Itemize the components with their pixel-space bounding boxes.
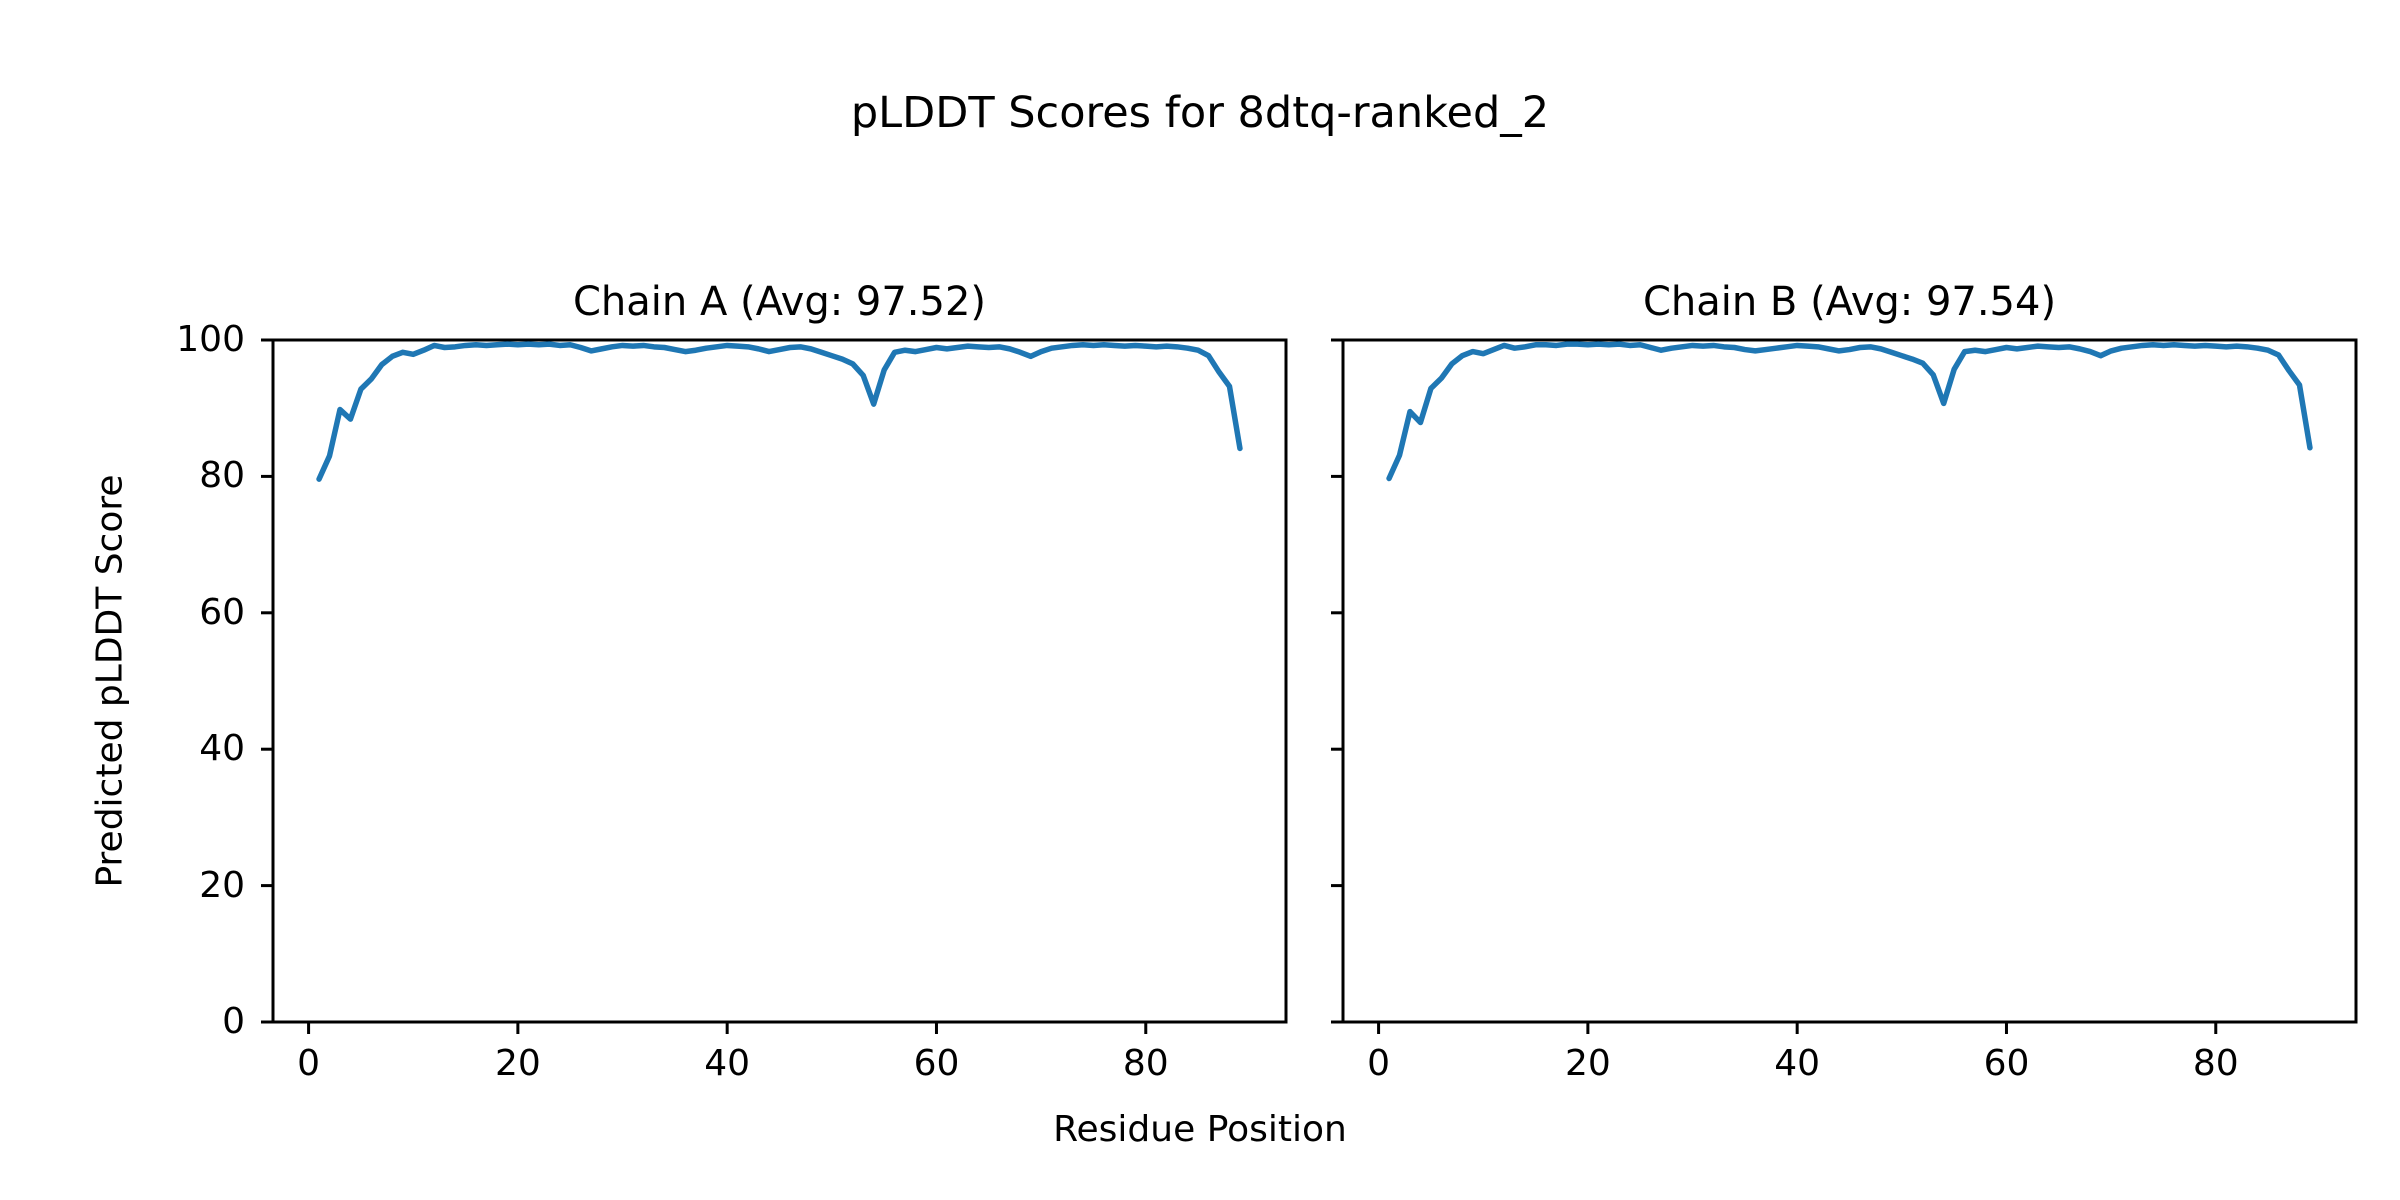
chain-b-plot-canvas (1331, 338, 2358, 1034)
y-tick-label: 40 (199, 728, 245, 770)
chain-a-plot: Chain A (Avg: 97.52) 0 20 40 60 80 0 20 40 60 80 1… (176, 279, 1288, 1084)
x-tick-label: 60 (913, 1043, 960, 1084)
x-tick-label: 80 (1122, 1043, 1169, 1084)
x-tick-label: 40 (1774, 1043, 1821, 1084)
y-axis-label: Predicted pLDDT Score (89, 474, 131, 888)
y-tick-label: 0 (222, 1001, 245, 1042)
x-axis-label: Residue Position (1053, 1109, 1347, 1150)
x-tick-label: 0 (297, 1043, 321, 1084)
plddt-line (1386, 341, 2313, 482)
plddt-line (316, 341, 1243, 482)
x-tick-label: 40 (704, 1043, 751, 1084)
y-tick-label: 80 (199, 455, 245, 497)
y-tick-label: 60 (199, 591, 245, 633)
chain-a-plot-title: Chain A (Avg: 97.52) (572, 279, 987, 325)
y-tick-label: 100 (176, 319, 245, 360)
x-tick-label: 20 (494, 1043, 541, 1084)
x-tick-label: 60 (1983, 1043, 2030, 1084)
chain-b-plot-title: Chain B (Avg: 97.54) (1642, 279, 2057, 325)
chain-a-plot-canvas (261, 338, 1288, 1034)
axes-frame (271, 338, 1288, 1024)
x-tick-label: 0 (1367, 1043, 1391, 1084)
figure-title: pLDDT Scores for 8dtq-ranked_2 (850, 88, 1550, 138)
x-tick-label: 20 (1564, 1043, 1611, 1084)
axes-frame (1341, 338, 2358, 1024)
chain-b-plot: Chain B (Avg: 97.54) 0 20 40 60 80 (1331, 279, 2358, 1084)
x-tick-label: 80 (2192, 1043, 2239, 1084)
y-tick-label: 20 (199, 864, 245, 906)
